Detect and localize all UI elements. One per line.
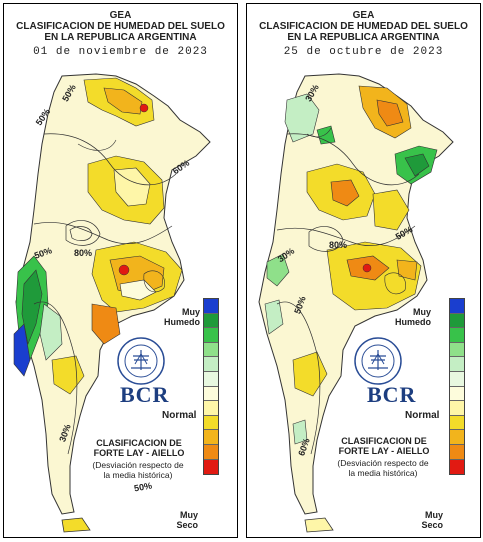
dry-zone-south: [91, 303, 121, 345]
legend-swatch: [204, 371, 218, 387]
legend-swatch: [204, 459, 218, 475]
map-title: GEA: [352, 10, 375, 21]
classification-desc: (Desviación respecto de: [92, 460, 184, 470]
legend-bottom-label: Muy Seco: [162, 510, 198, 530]
legend-scale: [449, 298, 465, 476]
classification-method: FORTE LAY - AIELLO: [93, 448, 185, 458]
map-subtitle: CLASIFICACION DE HUMEDAD DEL SUELO: [259, 21, 468, 32]
legend-swatch: [450, 386, 464, 402]
legend-swatch: [204, 386, 218, 402]
legend-bottom-label: Muy Seco: [407, 510, 443, 530]
map-subtitle: CLASIFICACION DE HUMEDAD DEL SUELO: [16, 21, 225, 32]
legend-swatch: [450, 401, 464, 416]
legend-swatch: [204, 328, 218, 343]
legend-scale: [203, 298, 219, 476]
legend-bottom-text: Muy Seco: [421, 510, 443, 530]
legend-swatch: [450, 430, 464, 445]
classification-title: CLASIFICACION DE: [96, 438, 182, 448]
legend-top-label: Muy Humedo: [156, 307, 200, 327]
legend-swatch: [450, 444, 464, 460]
legend-normal-label: Normal: [162, 410, 197, 421]
legend-swatch: [450, 299, 464, 314]
legend-swatch: [204, 444, 218, 460]
classification-title: CLASIFICACION DE: [341, 436, 427, 446]
bcr-seal-icon: [117, 337, 165, 385]
classification-desc: la media histórica): [348, 468, 418, 478]
legend-swatch: [204, 342, 218, 358]
legend-swatch: [204, 313, 218, 329]
legend-top-text: Muy Humedo: [395, 307, 431, 327]
argentina-map: [258, 73, 454, 533]
legend-swatch: [204, 401, 218, 416]
legend-swatch: [204, 415, 218, 431]
map-panel-left: GEA CLASIFICACION DE HUMEDAD DEL SUELO E…: [3, 3, 238, 538]
map-subtitle-region: EN LA REPUBLICA ARGENTINA: [44, 32, 197, 43]
map-title: GEA: [109, 10, 132, 21]
bcr-logo: BCR: [120, 382, 170, 407]
argentina-map: [13, 73, 211, 533]
legend-swatch: [450, 415, 464, 431]
legend-swatch: [450, 342, 464, 358]
classification-desc: la media histórica): [103, 470, 173, 480]
classification-desc: (Desviación respecto de: [337, 458, 429, 468]
map-date: 25 de octubre de 2023: [283, 46, 444, 58]
legend-bottom-text: Muy Seco: [176, 510, 198, 530]
legend-normal-label: Normal: [405, 410, 440, 421]
dry-zone-north-core: [103, 87, 143, 115]
legend-swatch: [450, 328, 464, 343]
very-wet-zone: [13, 323, 31, 377]
bcr-logo: BCR: [367, 382, 417, 407]
legend-swatch: [450, 357, 464, 372]
legend-swatch: [450, 313, 464, 329]
classification-method: FORTE LAY - AIELLO: [338, 446, 430, 456]
map-panel-right: GEA CLASIFICACION DE HUMEDAD DEL SUELO E…: [246, 3, 481, 538]
contour-label: 80%: [329, 240, 348, 250]
legend-swatch: [204, 430, 218, 445]
bcr-seal-icon: [354, 337, 402, 385]
legend-swatch: [204, 299, 218, 314]
legend-top-label: Muy Humedo: [387, 307, 431, 327]
legend-top-text: Muy Humedo: [164, 307, 200, 327]
legend-swatch: [450, 459, 464, 475]
legend-swatch: [204, 357, 218, 372]
dry-zone-center-core: [113, 167, 151, 207]
map-subtitle-region: EN LA REPUBLICA ARGENTINA: [287, 32, 440, 43]
map-date: 01 de noviembre de 2023: [33, 46, 208, 58]
contour-label: 80%: [74, 248, 93, 258]
legend-swatch: [450, 371, 464, 387]
